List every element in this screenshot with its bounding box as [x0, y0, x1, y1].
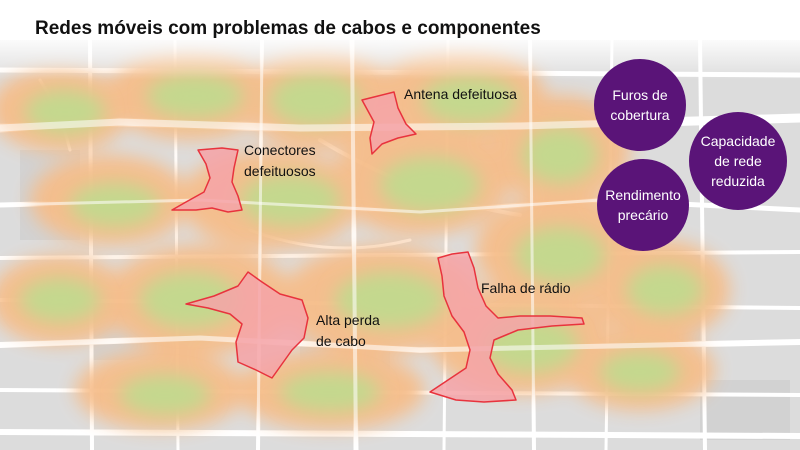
problem-area-conectores[interactable] [171, 147, 243, 213]
page-title: Redes móveis com problemas de cabos e co… [35, 18, 541, 39]
label-radio: Falha de rádio [481, 278, 571, 299]
impact-rendimento-line-1: Rendimento [605, 187, 681, 203]
problem-area-antena[interactable] [361, 91, 417, 155]
problem-area-cabo[interactable] [185, 271, 309, 379]
label-cabo: Alta perda de cabo [316, 310, 380, 352]
impact-furos-line-1: Furos de [612, 87, 668, 103]
impact-capacidade-line-1: Capacidade [700, 133, 776, 149]
label-antena: Antena defeituosa [404, 84, 517, 105]
impact-capacidade-line-3: reduzida [711, 173, 765, 189]
impact-furos-line-2: cobertura [610, 107, 670, 123]
map-top-fade [0, 35, 800, 80]
impact-circle-rendimento: Rendimento precário [597, 159, 689, 251]
impact-circle-furos: Furos de cobertura [594, 59, 686, 151]
impact-capacidade-line-2: de rede [714, 153, 762, 169]
problem-area-radio[interactable] [429, 251, 585, 403]
problem-areas [171, 91, 585, 403]
label-radio-line-1: Falha de rádio [481, 280, 571, 296]
label-conectores-line-2: defeituosos [244, 163, 316, 179]
label-cabo-line-1: Alta perda [316, 312, 380, 328]
impact-rendimento-line-2: precário [617, 207, 669, 223]
label-cabo-line-2: de cabo [316, 333, 366, 349]
label-antena-line-1: Antena defeituosa [404, 86, 517, 102]
label-conectores-line-1: Conectores [244, 142, 316, 158]
impact-circle-capacidade: Capacidade de rede reduzida [689, 112, 787, 210]
label-conectores: Conectores defeituosos [244, 140, 316, 182]
